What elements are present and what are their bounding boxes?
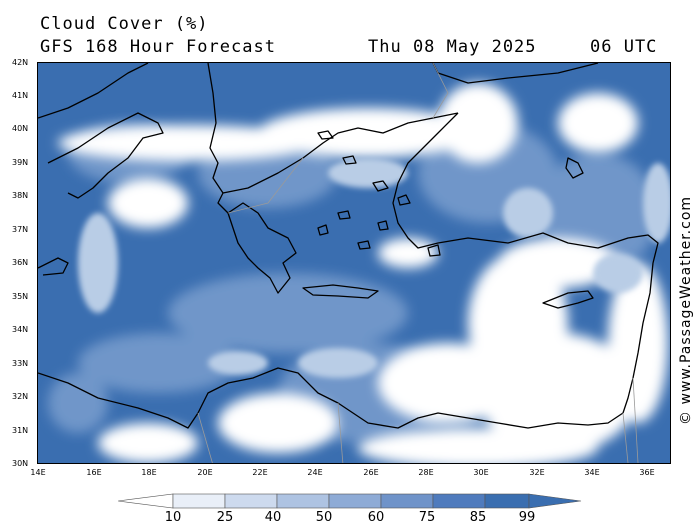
lon-label: 20E [197,468,213,477]
colorbar-label: 25 [216,510,234,525]
colorbar-segment [172,493,226,509]
colorbar [118,493,582,509]
lat-label: 42N [12,58,29,67]
colorbar-segment [432,493,486,509]
lon-label: 26E [363,468,379,477]
colorbar-label: 40 [264,510,282,525]
cloud-field-clear [58,83,668,463]
lon-label: 28E [418,468,434,477]
map-canvas [38,63,670,463]
lon-label: 16E [86,468,102,477]
cloud-field-light [78,158,670,378]
map-title: Cloud Cover (%) [40,14,209,34]
colorbar-label: 10 [164,510,182,525]
colorbar-label: 50 [315,510,333,525]
lon-label: 36E [639,468,655,477]
lat-label: 36N [12,258,29,267]
colorbar-segment [224,493,278,509]
colorbar-label: 75 [418,510,436,525]
political-border [197,63,639,463]
forecast-date: Thu 08 May 2025 [368,37,537,57]
colorbar-label: 99 [518,510,536,525]
colorbar-segment [328,493,382,509]
lat-label: 38N [12,191,29,200]
lat-label: 34N [12,325,29,334]
site-watermark: © www.PassageWeather.com [678,195,694,425]
lat-label: 41N [12,91,29,100]
lat-label: 39N [12,158,29,167]
colorbar-segment [276,493,330,509]
colorbar-segment [528,493,582,509]
forecast-subtitle: GFS 168 Hour Forecast [40,37,276,57]
lon-label: 34E [584,468,600,477]
lat-label: 40N [12,124,29,133]
lat-label: 32N [12,392,29,401]
colorbar-segment [380,493,434,509]
lat-label: 30N [12,459,29,468]
forecast-time: 06 UTC [590,37,658,57]
lon-label: 30E [473,468,489,477]
lon-label: 14E [30,468,46,477]
coastline [38,63,659,429]
lon-label: 24E [307,468,323,477]
lon-label: 18E [141,468,157,477]
colorbar-segment [118,493,174,509]
colorbar-segment [484,493,530,509]
lat-label: 33N [12,359,29,368]
lon-label: 32E [529,468,545,477]
lon-label: 22E [252,468,268,477]
colorbar-label: 60 [367,510,385,525]
lat-label: 31N [12,426,29,435]
colorbar-label: 85 [469,510,487,525]
cloud-cover-map [37,62,671,464]
lat-label: 35N [12,292,29,301]
lat-label: 37N [12,225,29,234]
